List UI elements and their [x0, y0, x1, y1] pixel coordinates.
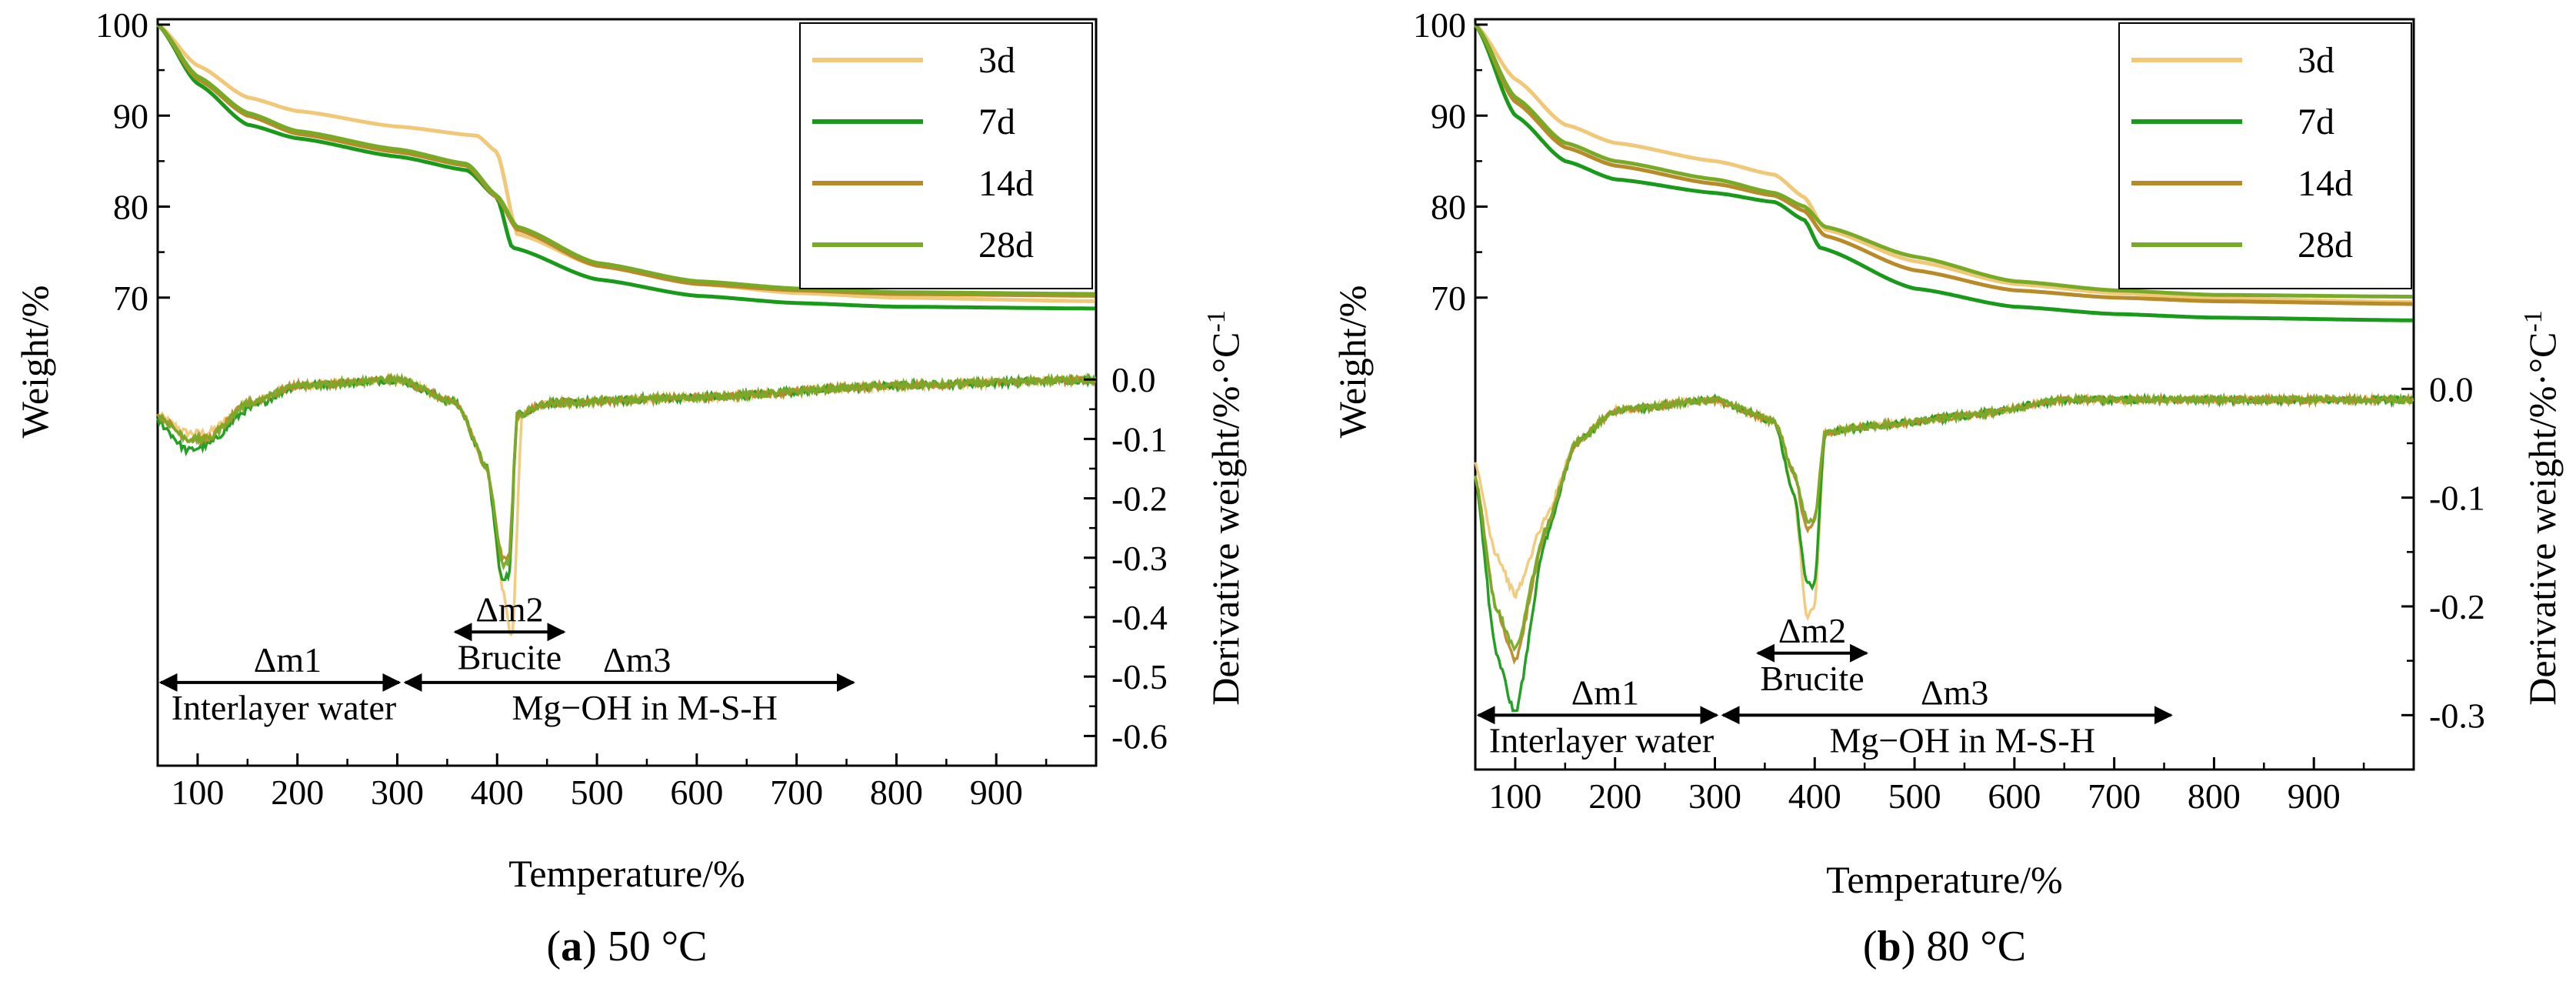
annotation-label: Δm1 — [1571, 673, 1639, 712]
annotation-sublabel: Interlayer water — [1489, 720, 1714, 760]
y-tick-label: 100 — [1413, 5, 1466, 45]
legend-box — [799, 22, 1093, 289]
annotation-label: Δm3 — [603, 640, 671, 679]
y2-tick-label: -0.3 — [2429, 696, 2485, 735]
panel-a-chart: 100 200 300 400 500 600 700 800 900 70 80 90 100 0.0 -… — [13, 5, 1247, 970]
x-tick-label: 300 — [1688, 776, 1741, 816]
y-axis-label: Weight/% — [13, 285, 56, 439]
dtg-line-28d — [157, 372, 1096, 571]
x-tick-label: 700 — [2088, 776, 2141, 816]
annotation-sublabel: Mg−OH in M-S-H — [1830, 720, 2095, 760]
tg-line-3d — [1474, 23, 2413, 305]
legend-label-14d: 14d — [2298, 163, 2353, 204]
x-tick-label: 500 — [571, 773, 624, 812]
y-tick-label: 100 — [95, 5, 148, 45]
y-tick-label: 80 — [113, 188, 148, 227]
y-tick-label: 80 — [1431, 188, 1466, 227]
plot-frame — [1474, 18, 2415, 771]
x-tick-label: 700 — [770, 773, 823, 812]
x-tick-label: 200 — [1588, 776, 1641, 816]
legend: 3d 7d 14d 28d — [2118, 22, 2412, 289]
y2-tick-label: 0.0 — [2429, 369, 2474, 409]
legend-box — [2118, 22, 2412, 289]
x-axis-label: Temperature/% — [508, 852, 745, 895]
panel-b-chart: 100 200 300 400 500 600 700 800 900 70 80 90 100 0.0 -… — [1331, 5, 2564, 970]
y-axis-label: Weight/% — [1331, 285, 1374, 439]
y2-axis-label: Derivative weight/%·°C-1 — [1202, 310, 1248, 705]
y2-tick-label: -0.2 — [1111, 479, 1168, 519]
y2-tick-label: -0.5 — [1111, 657, 1168, 696]
x-tick-label: 600 — [1988, 776, 2041, 816]
tg-line-7d — [156, 23, 1095, 311]
panel-label: a — [561, 923, 582, 970]
y-tick-label: 70 — [1431, 279, 1466, 318]
y2-tick-label: -0.4 — [1111, 598, 1168, 637]
legend-label-28d: 28d — [978, 225, 1034, 265]
panel-caption: (b) 80 °C — [1863, 923, 2026, 970]
dtg-line-14d — [1474, 392, 2414, 665]
y-tick-label: 70 — [113, 279, 148, 318]
x-tick-label: 800 — [2188, 776, 2241, 816]
x-tick-label: 500 — [1888, 776, 1941, 816]
x-tick-label: 400 — [1788, 776, 1841, 816]
tg-line-14d — [1474, 23, 2413, 306]
y2-axis-label-text: Derivative weight/%·°C — [1204, 332, 1247, 706]
legend-label-28d: 28d — [2298, 225, 2353, 265]
legend-label-14d: 14d — [978, 163, 1034, 204]
annotation-sublabel: Brucite — [1760, 659, 1864, 698]
series-lines — [1473, 23, 2414, 713]
series-lines — [156, 22, 1097, 637]
y2-axis-label: Derivative weight/%·°C-1 — [2519, 310, 2564, 705]
annotation-sublabel: Interlayer water — [172, 688, 396, 727]
x-tick-label: 600 — [670, 773, 723, 812]
dtg-line-28d — [1474, 392, 2414, 653]
y2-axis-label-superscript: -1 — [2519, 310, 2548, 332]
y-tick-label: 90 — [1431, 96, 1466, 135]
plot-frame — [156, 18, 1098, 767]
y-tick-label: 90 — [113, 96, 148, 135]
legend: 3d 7d 14d 28d — [799, 22, 1093, 289]
panel-caption: (a) 50 °C — [546, 923, 707, 970]
annotation-sublabel: Brucite — [458, 637, 562, 676]
x-tick-label: 800 — [870, 773, 923, 812]
dtg-line-3d — [1474, 391, 2414, 622]
legend-label-3d: 3d — [2298, 40, 2334, 81]
dtg-line-3d — [156, 372, 1097, 637]
y2-axis-label-text: Derivative weight/%·°C — [2521, 332, 2564, 706]
x-tick-label: 100 — [171, 773, 224, 812]
y2-tick-label: -0.6 — [1111, 716, 1168, 756]
x-tick-label: 200 — [271, 773, 324, 812]
y2-tick-label: -0.3 — [1111, 539, 1168, 578]
legend-label-3d: 3d — [978, 40, 1015, 81]
annotation-label: Δm2 — [475, 589, 543, 629]
tg-line-28d — [156, 23, 1095, 296]
x-tick-label: 100 — [1488, 776, 1541, 816]
x-tick-label: 300 — [371, 773, 424, 812]
x-tick-label: 400 — [471, 773, 524, 812]
legend-label-7d: 7d — [978, 102, 1015, 142]
annotation-label: Δm1 — [254, 640, 322, 679]
x-axis-label: Temperature/% — [1826, 858, 2062, 901]
x-tick-label: 900 — [2288, 776, 2341, 816]
legend-label-7d: 7d — [2298, 102, 2334, 142]
annotation-label: Δm3 — [1921, 673, 1988, 712]
tg-line-7d — [1473, 23, 2413, 322]
dtg-line-7d — [1474, 392, 2414, 713]
annotation-sublabel: Mg−OH in M-S-H — [512, 688, 778, 727]
y2-axis-label-superscript: -1 — [1202, 310, 1231, 332]
annotation-label: Δm2 — [1778, 611, 1846, 650]
y2-tick-label: -0.2 — [2429, 587, 2485, 626]
y2-tick-label: -0.1 — [2429, 479, 2485, 518]
y2-tick-label: -0.1 — [1111, 419, 1168, 459]
panel-caption-text: 50 °C — [608, 923, 708, 970]
panel-caption-text: 80 °C — [1926, 923, 2026, 970]
y2-tick-label: 0.0 — [1111, 360, 1156, 399]
tg-line-28d — [1474, 23, 2413, 299]
x-tick-label: 900 — [970, 773, 1023, 812]
panel-label: b — [1878, 923, 1901, 970]
dtg-line-7d — [156, 372, 1097, 583]
